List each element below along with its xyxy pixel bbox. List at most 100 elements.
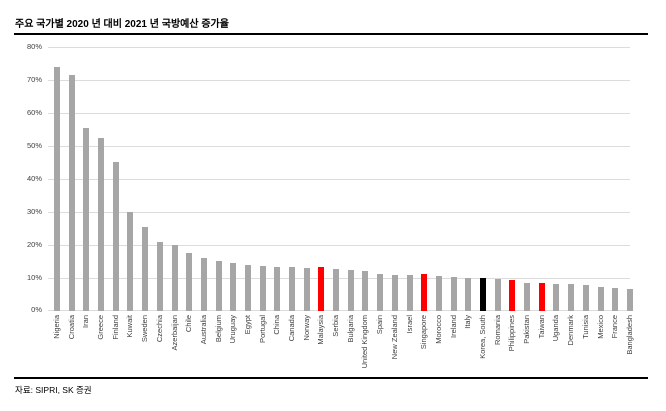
x-axis-label: Romania (492, 315, 502, 346)
bar-iran (83, 128, 90, 311)
y-axis-label: 60% (26, 108, 42, 117)
y-axis-label: 70% (26, 75, 42, 84)
x-axis-label: Azerbaijan (169, 315, 179, 351)
x-axis-label: Spain (375, 315, 385, 335)
source-note: 자료: SIPRI, SK 증권 (15, 385, 92, 395)
gridline (48, 245, 630, 246)
bar-uruguay (230, 263, 237, 311)
x-axis-label: Philippines (507, 315, 517, 352)
bar-australia (200, 258, 207, 311)
x-axis-label: Korea, South (478, 315, 487, 359)
x-axis-label: Serbia (331, 315, 341, 337)
x-axis-label: Canada (287, 315, 297, 342)
y-axis-label: 80% (26, 42, 42, 51)
bar-sweden (142, 227, 149, 311)
x-axis-label: Ireland (448, 315, 458, 338)
x-axis-label: United Kingdom (360, 315, 370, 369)
gridline (48, 47, 630, 48)
x-axis-label: Croatia (66, 315, 76, 340)
bar-taiwan (538, 283, 545, 311)
x-axis-label: Iran (81, 315, 91, 328)
x-axis-label: Greece (96, 315, 106, 340)
x-axis-label: France (610, 315, 620, 339)
bar-bulgaria (347, 270, 354, 311)
bar-pakistan (524, 283, 531, 311)
x-axis-label: Sweden (140, 315, 150, 343)
bar-singapore (421, 274, 428, 311)
x-axis-label: Singapore (419, 315, 429, 350)
x-axis-label: Taiwan (536, 315, 546, 339)
x-axis-label: Italy (463, 315, 473, 329)
x-axis-label: Kuwait (125, 315, 135, 338)
bar-nigeria (54, 67, 60, 311)
bar-israel (406, 275, 413, 311)
x-axis-label: Nigeria (52, 315, 61, 339)
chart-title: 주요 국가별 2020 년 대비 2021 년 국방예산 증가율 (15, 19, 229, 30)
footer-rule (14, 377, 648, 379)
x-axis-label: Israel (404, 315, 414, 334)
bar-romania (494, 279, 501, 311)
bar-ireland (450, 277, 457, 311)
bar-spain (377, 274, 384, 311)
x-axis-label: China (272, 315, 282, 335)
x-axis-label: Mexico (595, 315, 605, 339)
bar-tunisia (582, 285, 589, 311)
gridline (48, 179, 630, 180)
y-axis-label: 0% (31, 305, 42, 314)
x-axis-label: Pakistan (522, 315, 532, 344)
gridline (48, 113, 630, 114)
bar-portugal (259, 266, 266, 311)
gridline (48, 212, 630, 213)
plot-area: 0% 10% 20% 30% 40% 50% 60% 70% 80% Nigeria Croatia… (27, 42, 634, 368)
bar-greece (98, 138, 105, 311)
bar-china (274, 267, 281, 311)
gridline (48, 80, 630, 81)
bar-canada (289, 267, 296, 311)
bar-czechia (156, 242, 163, 311)
x-axis-label: Belgium (213, 315, 223, 343)
x-axis-label: Portugal (257, 315, 267, 343)
bar-norway (303, 268, 310, 311)
bar-new-zealand (391, 275, 398, 311)
bar-uganda (553, 284, 560, 311)
x-axis-label: Uganda (551, 315, 561, 342)
y-axis-label: 30% (26, 207, 42, 216)
bar-finland (112, 162, 119, 311)
bar-denmark (568, 284, 575, 311)
bar-egypt (244, 265, 251, 311)
y-axis-label: 10% (26, 273, 42, 282)
x-axis-label: Czechia (154, 315, 164, 343)
x-axis-label: Morocco (433, 315, 443, 344)
bar-mexico (597, 287, 604, 311)
gridline (48, 146, 630, 147)
x-axis-label: Uruguay (228, 315, 238, 344)
x-axis-label: Bangladesh (624, 315, 634, 355)
bar-croatia (68, 75, 75, 311)
bar-malaysia (318, 267, 325, 311)
bar-serbia (333, 269, 340, 311)
x-axis-label: Norway (301, 315, 311, 341)
x-axis-label: Australia (198, 315, 208, 345)
x-axis-label: Finland (110, 315, 120, 340)
bar-belgium (215, 261, 222, 311)
x-axis-label: Denmark (566, 315, 576, 346)
x-axis-label: Malaysia (316, 315, 326, 345)
bar-azerbaijan (171, 245, 178, 311)
y-axis-label: 40% (26, 174, 42, 183)
bar-chile (186, 253, 193, 311)
bar-united-kingdom (362, 271, 369, 311)
bar-kuwait (127, 212, 134, 311)
x-axis-label: New Zealand (389, 315, 399, 360)
y-axis-label: 50% (26, 141, 42, 150)
x-axis-label: Egypt (242, 315, 252, 335)
bar-france (612, 288, 619, 311)
bar-morocco (435, 276, 442, 311)
x-axis-label: Chile (184, 315, 194, 333)
bar-philippines (509, 280, 516, 311)
bar-korea-south (480, 278, 486, 311)
x-axis-label: Tunisia (580, 315, 590, 339)
bar-bangladesh (626, 289, 633, 311)
y-axis-label: 20% (26, 240, 42, 249)
bar-italy (465, 278, 472, 311)
